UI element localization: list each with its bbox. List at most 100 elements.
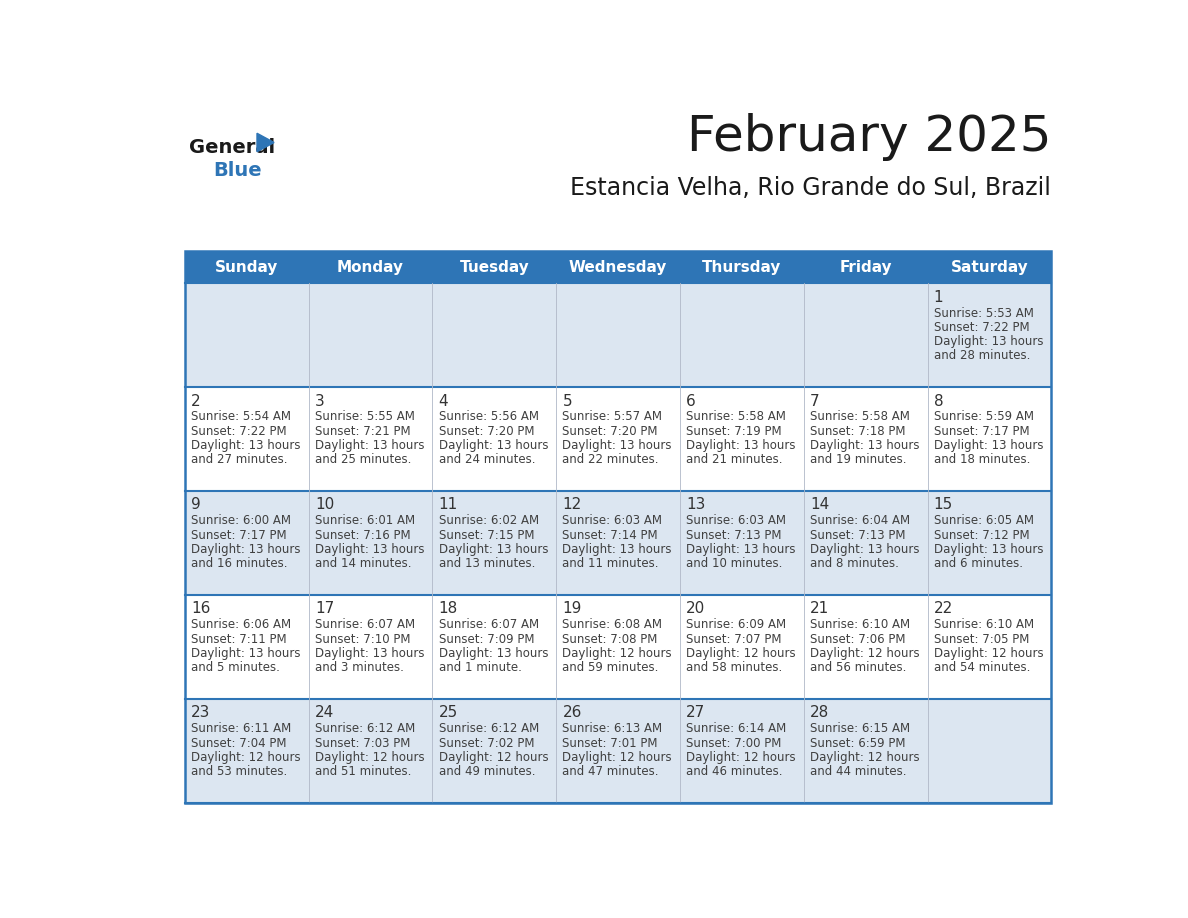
Text: Daylight: 13 hours: Daylight: 13 hours xyxy=(191,647,301,660)
Bar xyxy=(556,491,680,595)
Text: 8: 8 xyxy=(934,394,943,409)
Text: and 11 minutes.: and 11 minutes. xyxy=(562,557,659,570)
Text: Sunset: 7:20 PM: Sunset: 7:20 PM xyxy=(562,425,658,438)
Text: 24: 24 xyxy=(315,705,334,721)
Text: Daylight: 13 hours: Daylight: 13 hours xyxy=(562,543,672,556)
Text: and 5 minutes.: and 5 minutes. xyxy=(191,661,280,674)
Text: Sunrise: 6:01 AM: Sunrise: 6:01 AM xyxy=(315,514,415,528)
Text: and 24 minutes.: and 24 minutes. xyxy=(438,453,535,466)
Text: Daylight: 13 hours: Daylight: 13 hours xyxy=(315,543,424,556)
Bar xyxy=(185,251,309,284)
Bar xyxy=(556,595,680,700)
Text: Saturday: Saturday xyxy=(950,260,1029,274)
Text: 25: 25 xyxy=(438,705,457,721)
Text: Daylight: 13 hours: Daylight: 13 hours xyxy=(687,543,796,556)
Text: 15: 15 xyxy=(934,498,953,512)
Text: Sunrise: 6:09 AM: Sunrise: 6:09 AM xyxy=(687,619,786,632)
Text: Sunrise: 6:02 AM: Sunrise: 6:02 AM xyxy=(438,514,539,528)
Bar xyxy=(309,251,432,284)
Bar xyxy=(309,284,432,387)
Text: Sunrise: 6:03 AM: Sunrise: 6:03 AM xyxy=(562,514,663,528)
Text: Daylight: 13 hours: Daylight: 13 hours xyxy=(810,543,920,556)
Text: and 1 minute.: and 1 minute. xyxy=(438,661,522,674)
Text: and 6 minutes.: and 6 minutes. xyxy=(934,557,1023,570)
Text: 28: 28 xyxy=(810,705,829,721)
Text: Sunrise: 6:05 AM: Sunrise: 6:05 AM xyxy=(934,514,1034,528)
Bar xyxy=(432,700,556,803)
Bar xyxy=(928,491,1051,595)
Text: Daylight: 12 hours: Daylight: 12 hours xyxy=(191,751,301,764)
Text: and 53 minutes.: and 53 minutes. xyxy=(191,765,287,778)
Bar xyxy=(185,284,309,387)
Text: Tuesday: Tuesday xyxy=(460,260,529,274)
Text: Sunrise: 6:12 AM: Sunrise: 6:12 AM xyxy=(315,722,415,735)
Text: Sunset: 7:05 PM: Sunset: 7:05 PM xyxy=(934,633,1029,645)
Text: Daylight: 12 hours: Daylight: 12 hours xyxy=(315,751,424,764)
Text: Daylight: 13 hours: Daylight: 13 hours xyxy=(934,543,1043,556)
Text: Estancia Velha, Rio Grande do Sul, Brazil: Estancia Velha, Rio Grande do Sul, Brazi… xyxy=(570,176,1051,200)
Bar xyxy=(432,387,556,491)
Text: Sunset: 6:59 PM: Sunset: 6:59 PM xyxy=(810,736,905,750)
Text: Daylight: 13 hours: Daylight: 13 hours xyxy=(810,439,920,452)
Text: 6: 6 xyxy=(687,394,696,409)
Text: and 51 minutes.: and 51 minutes. xyxy=(315,765,411,778)
Text: Daylight: 13 hours: Daylight: 13 hours xyxy=(562,439,672,452)
Text: Sunrise: 6:10 AM: Sunrise: 6:10 AM xyxy=(810,619,910,632)
Text: Sunset: 7:13 PM: Sunset: 7:13 PM xyxy=(687,529,782,542)
Text: Sunrise: 5:58 AM: Sunrise: 5:58 AM xyxy=(810,410,910,423)
Text: 5: 5 xyxy=(562,394,573,409)
Text: Sunrise: 6:10 AM: Sunrise: 6:10 AM xyxy=(934,619,1034,632)
Text: Sunrise: 5:55 AM: Sunrise: 5:55 AM xyxy=(315,410,415,423)
Text: Sunset: 7:04 PM: Sunset: 7:04 PM xyxy=(191,736,286,750)
Text: Sunrise: 5:59 AM: Sunrise: 5:59 AM xyxy=(934,410,1034,423)
Text: and 28 minutes.: and 28 minutes. xyxy=(934,349,1030,363)
Text: Sunset: 7:18 PM: Sunset: 7:18 PM xyxy=(810,425,905,438)
Bar xyxy=(185,387,309,491)
Bar xyxy=(309,595,432,700)
Bar xyxy=(432,595,556,700)
Bar xyxy=(804,491,928,595)
Text: Sunrise: 5:58 AM: Sunrise: 5:58 AM xyxy=(687,410,786,423)
Text: Sunset: 7:17 PM: Sunset: 7:17 PM xyxy=(191,529,286,542)
Bar xyxy=(432,284,556,387)
Text: 14: 14 xyxy=(810,498,829,512)
Text: 17: 17 xyxy=(315,601,334,616)
Bar xyxy=(556,700,680,803)
Text: Sunset: 7:10 PM: Sunset: 7:10 PM xyxy=(315,633,410,645)
Text: Sunset: 7:14 PM: Sunset: 7:14 PM xyxy=(562,529,658,542)
Text: Daylight: 13 hours: Daylight: 13 hours xyxy=(191,439,301,452)
Text: Wednesday: Wednesday xyxy=(569,260,668,274)
Text: Sunset: 7:20 PM: Sunset: 7:20 PM xyxy=(438,425,535,438)
Text: and 8 minutes.: and 8 minutes. xyxy=(810,557,899,570)
Text: General: General xyxy=(189,139,274,157)
Text: Daylight: 12 hours: Daylight: 12 hours xyxy=(562,751,672,764)
Bar xyxy=(556,251,680,284)
Bar xyxy=(680,251,804,284)
Text: Monday: Monday xyxy=(337,260,404,274)
Text: and 46 minutes.: and 46 minutes. xyxy=(687,765,783,778)
Text: Sunrise: 5:56 AM: Sunrise: 5:56 AM xyxy=(438,410,538,423)
Bar xyxy=(804,251,928,284)
Text: Sunrise: 6:07 AM: Sunrise: 6:07 AM xyxy=(438,619,539,632)
Text: 27: 27 xyxy=(687,705,706,721)
Text: Sunrise: 6:08 AM: Sunrise: 6:08 AM xyxy=(562,619,663,632)
Text: 9: 9 xyxy=(191,498,201,512)
Bar xyxy=(185,491,309,595)
Bar xyxy=(928,595,1051,700)
Bar xyxy=(680,284,804,387)
Text: Sunrise: 6:03 AM: Sunrise: 6:03 AM xyxy=(687,514,786,528)
Text: Daylight: 12 hours: Daylight: 12 hours xyxy=(934,647,1043,660)
Bar xyxy=(309,700,432,803)
Text: Daylight: 13 hours: Daylight: 13 hours xyxy=(438,647,548,660)
Text: 4: 4 xyxy=(438,394,448,409)
Bar xyxy=(928,700,1051,803)
Text: Sunset: 7:22 PM: Sunset: 7:22 PM xyxy=(934,320,1030,334)
Text: Sunset: 7:13 PM: Sunset: 7:13 PM xyxy=(810,529,905,542)
Text: Sunset: 7:09 PM: Sunset: 7:09 PM xyxy=(438,633,535,645)
Text: Daylight: 13 hours: Daylight: 13 hours xyxy=(438,439,548,452)
Text: Daylight: 12 hours: Daylight: 12 hours xyxy=(810,751,920,764)
Text: and 13 minutes.: and 13 minutes. xyxy=(438,557,535,570)
Text: February 2025: February 2025 xyxy=(687,113,1051,161)
Bar xyxy=(185,700,309,803)
Text: Sunset: 7:22 PM: Sunset: 7:22 PM xyxy=(191,425,286,438)
